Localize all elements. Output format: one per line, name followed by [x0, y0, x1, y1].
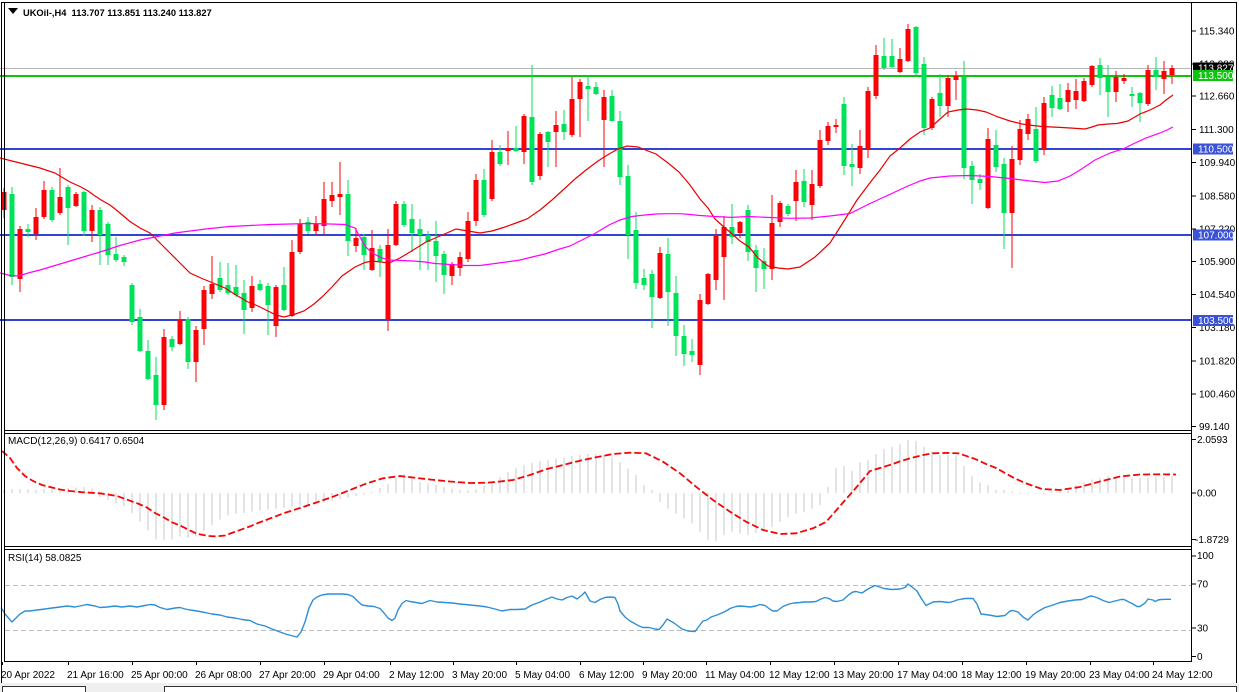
svg-text:105.900: 105.900	[1199, 257, 1236, 268]
svg-text:109.940: 109.940	[1199, 158, 1236, 169]
svg-text:2 May 12:00: 2 May 12:00	[389, 670, 444, 681]
svg-text:RSI(14) 58.0825: RSI(14) 58.0825	[8, 553, 82, 564]
svg-text:113.500: 113.500	[1198, 71, 1234, 82]
svg-text:103.500: 103.500	[1198, 316, 1235, 327]
svg-text:5 May 04:00: 5 May 04:00	[515, 670, 570, 681]
svg-text:19 May 20:00: 19 May 20:00	[1025, 670, 1086, 681]
svg-text:99.140: 99.140	[1199, 422, 1230, 433]
svg-text:0.00: 0.00	[1197, 489, 1217, 500]
svg-text:101.820: 101.820	[1199, 356, 1236, 367]
svg-text:9 May 20:00: 9 May 20:00	[642, 670, 697, 681]
svg-text:111.300: 111.300	[1199, 125, 1234, 136]
svg-text:21 Apr 16:00: 21 Apr 16:00	[67, 670, 124, 681]
svg-text:-1.8729: -1.8729	[1195, 535, 1229, 546]
svg-text:2.0593: 2.0593	[1197, 435, 1228, 446]
svg-text:25 Apr 00:00: 25 Apr 00:00	[131, 670, 188, 681]
svg-text:17 May 04:00: 17 May 04:00	[897, 670, 958, 681]
svg-text:115.340: 115.340	[1199, 26, 1235, 37]
svg-text:108.580: 108.580	[1199, 191, 1236, 202]
svg-text:24 May 12:00: 24 May 12:00	[1152, 670, 1213, 681]
svg-text:13 May 20:00: 13 May 20:00	[833, 670, 894, 681]
svg-text:20 Apr 2022: 20 Apr 2022	[1, 670, 55, 681]
svg-text:23 May 04:00: 23 May 04:00	[1089, 670, 1150, 681]
svg-text:104.540: 104.540	[1199, 290, 1236, 301]
svg-text:UKOil-,H4 113.707 113.851 113: UKOil-,H4 113.707 113.851 113.240 113.82…	[23, 8, 212, 18]
svg-text:0: 0	[1197, 652, 1203, 663]
svg-text:26 Apr 08:00: 26 Apr 08:00	[195, 670, 252, 681]
svg-text:100: 100	[1197, 551, 1214, 562]
svg-text:107.000: 107.000	[1198, 231, 1235, 242]
svg-text:103.180: 103.180	[1199, 323, 1236, 334]
svg-text:MACD(12,26,9) 0.6417 0.6504: MACD(12,26,9) 0.6417 0.6504	[8, 436, 145, 447]
svg-text:113.827: 113.827	[1198, 64, 1234, 75]
svg-text:18 May 12:00: 18 May 12:00	[961, 670, 1022, 681]
svg-text:110.500: 110.500	[1198, 145, 1234, 156]
svg-text:112.660: 112.660	[1199, 92, 1235, 103]
svg-text:11 May 04:00: 11 May 04:00	[705, 670, 765, 681]
svg-text:3 May 20:00: 3 May 20:00	[452, 670, 507, 681]
svg-text:6 May 12:00: 6 May 12:00	[579, 670, 634, 681]
svg-text:29 Apr 04:00: 29 Apr 04:00	[323, 670, 380, 681]
svg-text:100.460: 100.460	[1199, 390, 1236, 401]
svg-text:12 May 12:00: 12 May 12:00	[769, 670, 830, 681]
svg-text:70: 70	[1197, 580, 1209, 591]
svg-text:27 Apr 20:00: 27 Apr 20:00	[259, 670, 316, 681]
svg-text:30: 30	[1197, 624, 1209, 635]
